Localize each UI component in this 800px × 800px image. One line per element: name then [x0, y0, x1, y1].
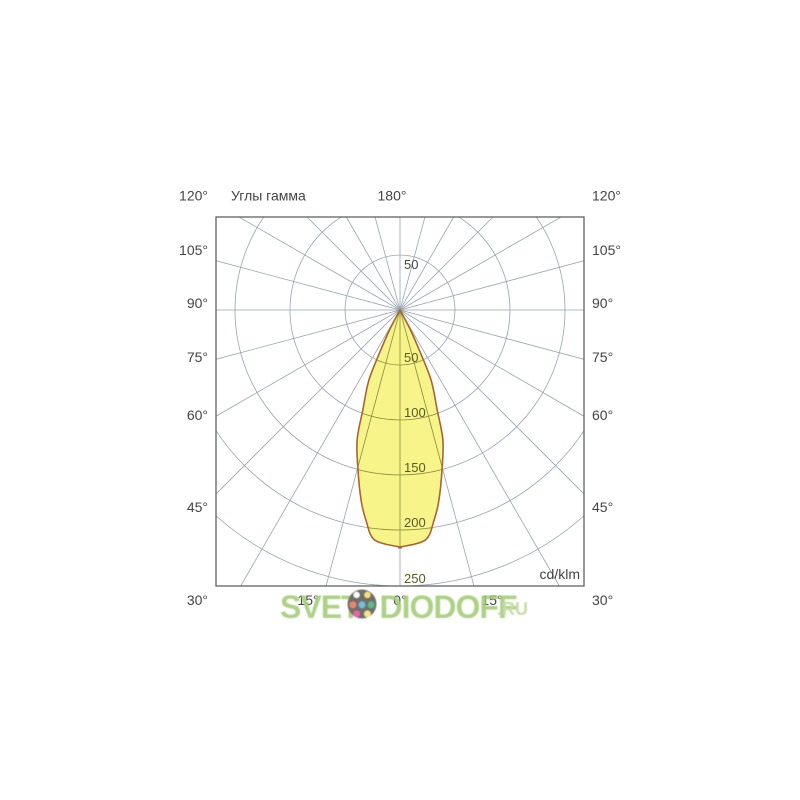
svg-text:75°: 75°	[592, 349, 613, 365]
svg-text:30°: 30°	[187, 592, 208, 608]
svg-text:45°: 45°	[187, 499, 208, 515]
svg-text:200: 200	[404, 515, 426, 530]
svg-text:105°: 105°	[179, 242, 208, 258]
svg-text:50: 50	[404, 350, 418, 365]
svg-text:Углы гамма: Углы гамма	[231, 188, 306, 204]
svg-text:120°: 120°	[179, 188, 208, 204]
svg-text:30°: 30°	[592, 592, 613, 608]
svg-text:120°: 120°	[592, 188, 621, 204]
svg-text:60°: 60°	[187, 407, 208, 423]
svg-text:105°: 105°	[592, 242, 621, 258]
svg-text:45°: 45°	[592, 499, 613, 515]
svg-text:50: 50	[404, 257, 418, 272]
svg-text:100: 100	[404, 405, 426, 420]
svg-text:75°: 75°	[187, 349, 208, 365]
svg-text:.RU: .RU	[497, 599, 528, 619]
svg-text:90°: 90°	[187, 295, 208, 311]
svg-text:250: 250	[404, 571, 426, 586]
svg-text:90°: 90°	[592, 295, 613, 311]
svg-text:cd/klm: cd/klm	[540, 566, 580, 582]
svg-text:60°: 60°	[592, 407, 613, 423]
svg-text:150: 150	[404, 460, 426, 475]
svg-text:180°: 180°	[378, 188, 407, 204]
